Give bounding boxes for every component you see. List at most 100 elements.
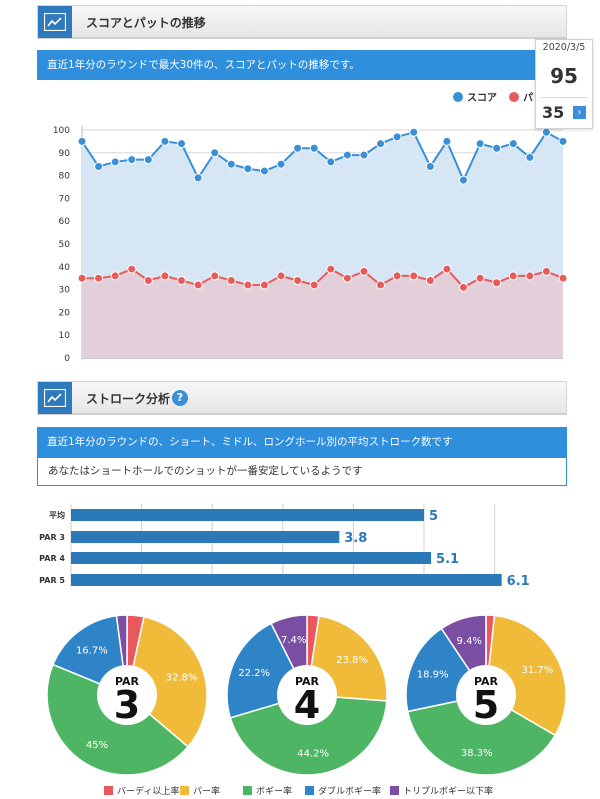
legend-swatch bbox=[243, 786, 252, 795]
legend-swatch bbox=[104, 786, 113, 795]
chevron-right-icon[interactable]: › bbox=[573, 106, 586, 119]
stroke-bar bbox=[71, 531, 340, 543]
pie-center-number: 4 bbox=[294, 683, 320, 727]
data-point-putt bbox=[243, 280, 253, 290]
bar-category-label: PAR 5 bbox=[39, 576, 65, 585]
data-point-score bbox=[558, 136, 568, 146]
data-point-score bbox=[127, 155, 137, 165]
pie-slice-label: 16.7% bbox=[76, 645, 108, 656]
y-tick-label: 100 bbox=[53, 126, 70, 136]
pie-slice-label: 44.2% bbox=[297, 748, 329, 759]
data-point-score bbox=[458, 175, 468, 185]
data-point-putt bbox=[177, 275, 187, 285]
pie-slice-label: 38.3% bbox=[461, 748, 493, 759]
data-point-score bbox=[442, 136, 452, 146]
data-point-putt bbox=[376, 280, 386, 290]
stroke-bar bbox=[71, 552, 432, 564]
pie-slice bbox=[229, 694, 388, 776]
pie-slice-label: 18.9% bbox=[417, 669, 449, 680]
data-point-putt bbox=[508, 271, 518, 281]
y-tick-label: 50 bbox=[59, 240, 71, 250]
data-point-putt bbox=[541, 266, 551, 276]
y-tick-label: 10 bbox=[59, 331, 71, 341]
bar-category-label: PAR 3 bbox=[39, 533, 65, 542]
data-point-putt bbox=[558, 273, 568, 283]
section-description: 直近1年分のラウンドで最大30件の、スコアとパットの推移です。 bbox=[37, 50, 567, 80]
data-point-putt bbox=[359, 266, 369, 276]
data-point-score bbox=[94, 161, 104, 171]
section-title: スコアとパットの推移 bbox=[86, 16, 206, 30]
bar-value-label: 6.1 bbox=[507, 574, 530, 589]
data-point-score bbox=[376, 139, 386, 149]
y-tick-label: 70 bbox=[59, 194, 71, 204]
bar-category-label: PAR 4 bbox=[39, 554, 65, 563]
data-point-putt bbox=[409, 271, 419, 281]
section-title: ストローク分析 bbox=[86, 392, 171, 406]
bar-category-label: 平均 bbox=[49, 510, 65, 520]
data-point-score bbox=[525, 152, 535, 162]
pie-center bbox=[97, 665, 157, 725]
question-icon[interactable]: ? bbox=[172, 390, 188, 406]
data-point-score bbox=[508, 139, 518, 149]
tooltip-score: 95 bbox=[550, 64, 578, 88]
data-point-putt bbox=[193, 280, 203, 290]
y-tick-label: 0 bbox=[64, 354, 70, 364]
bar-value-label: 5 bbox=[429, 509, 438, 524]
data-point-putt bbox=[475, 273, 485, 283]
y-tick-label: 30 bbox=[59, 286, 71, 296]
data-point-score bbox=[392, 132, 402, 142]
data-point-score bbox=[110, 157, 120, 167]
section-header-stroke: ストローク分析 ? bbox=[37, 381, 567, 415]
data-point-score bbox=[326, 157, 336, 167]
data-point-score bbox=[226, 159, 236, 169]
legend-swatch bbox=[390, 786, 399, 795]
y-tick-label: 90 bbox=[59, 149, 71, 159]
section-description: 直近1年分のラウンドの、ショート、ミドル、ロングホール別の平均ストローク数です bbox=[37, 427, 567, 457]
legend-label: ダブルボギー率 bbox=[318, 785, 381, 797]
pie-slice-label: 22.2% bbox=[238, 668, 270, 679]
data-point-score bbox=[425, 161, 435, 171]
pie-slice bbox=[406, 694, 557, 776]
pie-center-label: PAR bbox=[474, 675, 499, 688]
pie-slice-label: 32.8% bbox=[166, 673, 198, 684]
pie-slice-label: 45% bbox=[86, 740, 108, 751]
data-point-putt bbox=[442, 264, 452, 274]
data-point-score bbox=[492, 143, 502, 153]
data-point-putt bbox=[110, 271, 120, 281]
data-point-score bbox=[409, 127, 419, 137]
data-point-score bbox=[293, 143, 303, 153]
data-point-score bbox=[243, 164, 253, 174]
y-tick-label: 40 bbox=[59, 263, 71, 273]
hole-result-pie-charts: 32.8%45%16.7%PAR323.8%44.2%22.2%7.4%PAR4… bbox=[46, 614, 567, 776]
tooltip-date: 2020/3/5 bbox=[542, 42, 586, 53]
data-point-score bbox=[177, 139, 187, 149]
data-point-putt bbox=[326, 264, 336, 274]
data-point-score bbox=[541, 127, 551, 137]
data-point-score bbox=[193, 173, 203, 183]
score-putt-chart: 0102030405060708090100スコアパット bbox=[53, 92, 568, 364]
stroke-bar-chart: 平均 5 PAR 3 3.8 PAR 4 5.1 PAR 5 6.1 bbox=[39, 504, 530, 589]
data-point-putt bbox=[127, 264, 137, 274]
pie-center-number: 5 bbox=[473, 683, 499, 727]
line-chart-icon bbox=[38, 6, 72, 38]
data-point-putt bbox=[492, 278, 502, 288]
data-point-putt bbox=[210, 271, 220, 281]
data-point-putt bbox=[143, 275, 153, 285]
pie-center-number: 3 bbox=[114, 683, 140, 727]
data-point-score bbox=[160, 136, 170, 146]
data-point-score bbox=[475, 139, 485, 149]
data-point-putt bbox=[525, 271, 535, 281]
legend-label: バーディ以上率 bbox=[117, 785, 179, 797]
bar-value-label: 3.8 bbox=[344, 531, 367, 546]
pie-slice-label: 9.4% bbox=[457, 636, 482, 647]
pie-slice bbox=[126, 615, 208, 748]
legend-swatch bbox=[305, 786, 314, 795]
line-chart-icon bbox=[38, 382, 72, 414]
legend-marker-putt bbox=[509, 92, 519, 102]
data-point-putt bbox=[259, 280, 269, 290]
chart-tooltip: 2020/3/5 95 35 › bbox=[535, 39, 593, 129]
data-point-score bbox=[342, 150, 352, 160]
pie-legend: バーディ以上率 パー率 ボギー率 ダブルボギー率 トリプルボギー以下率 bbox=[104, 785, 493, 797]
data-point-putt bbox=[425, 275, 435, 285]
stroke-bar bbox=[71, 574, 502, 586]
